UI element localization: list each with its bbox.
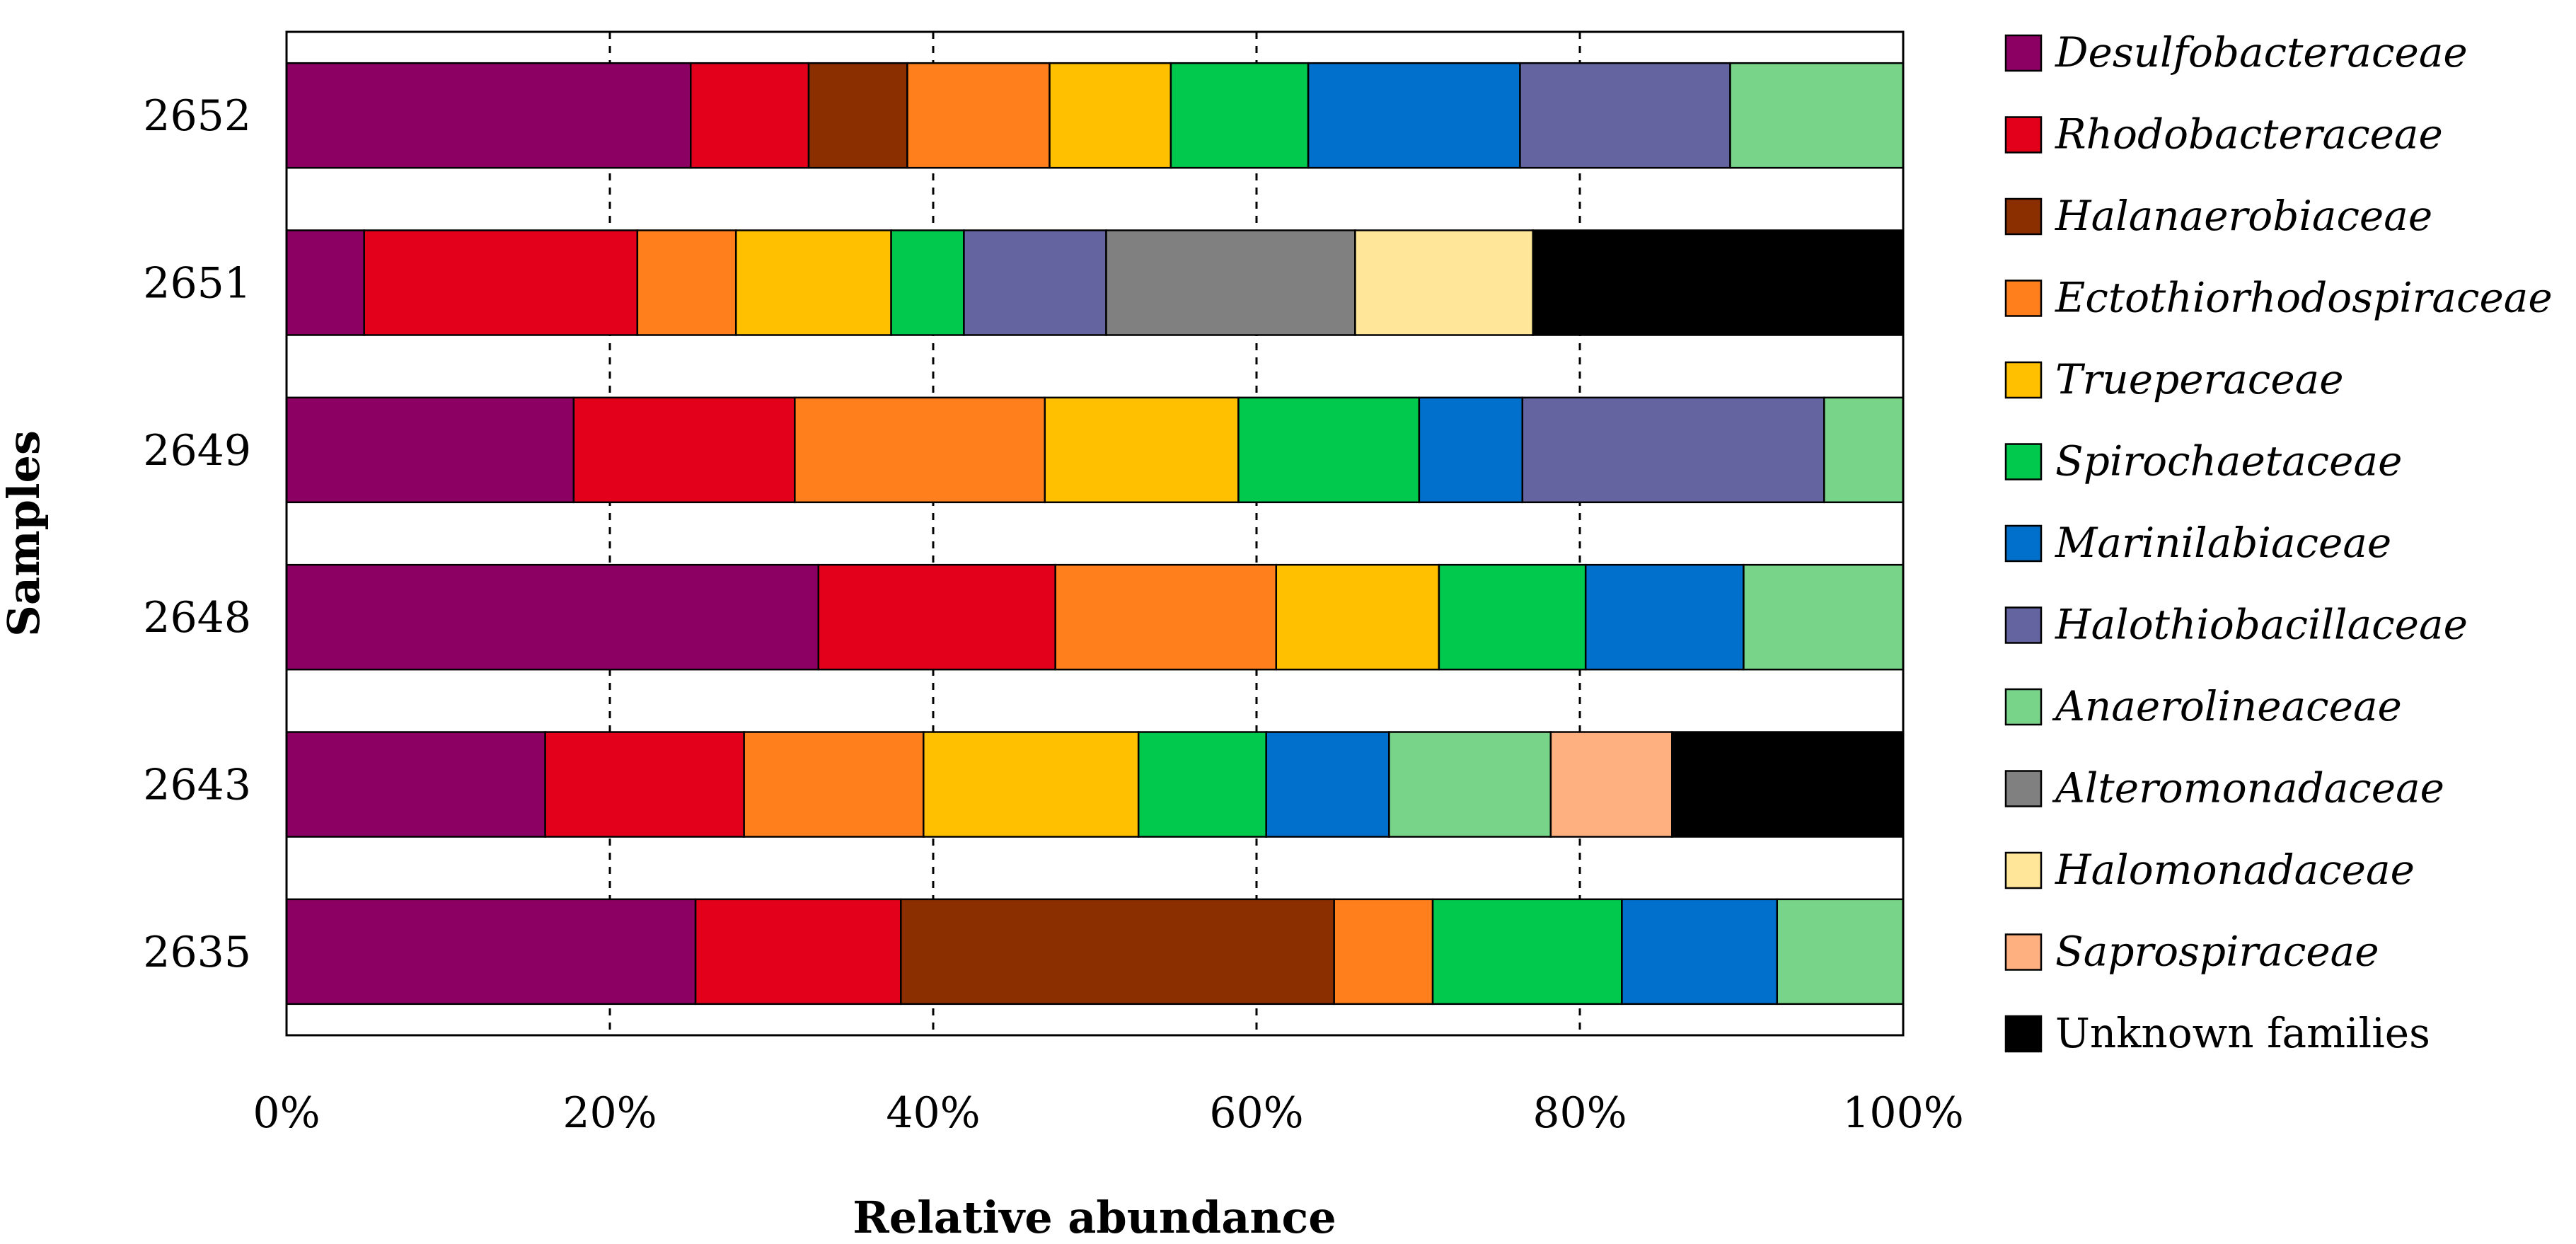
bar-segment-2648-spirochaetaceae bbox=[1438, 563, 1587, 671]
x-tick-labels: 0% 20% 40% 60% 80% 100% bbox=[253, 1088, 1963, 1138]
bar-segment-2649-halothiobacillaceae bbox=[1521, 396, 1825, 504]
bar-segment-2648-trueperaceae bbox=[1275, 563, 1440, 671]
y-tick-labels: 2652 2651 2649 2648 2643 2635 bbox=[143, 91, 251, 977]
x-tick-label: 20% bbox=[562, 1088, 657, 1138]
y-tick-label: 2643 bbox=[143, 761, 251, 810]
bar-segment-2652-marinilabiaceae bbox=[1307, 62, 1521, 169]
bar-segment-2651-alteromonadaceae bbox=[1105, 229, 1356, 336]
bar-segment-2652-ectothiorhodospiraceae bbox=[906, 62, 1051, 169]
bar-segment-2635-ectothiorhodospiraceae bbox=[1333, 898, 1434, 1006]
bar-segment-2649-trueperaceae bbox=[1044, 396, 1240, 504]
bar-segment-2652-desulfobacteraceae bbox=[285, 62, 692, 169]
bar-segment-2635-rhodobacteraceae bbox=[694, 898, 902, 1006]
bar-segment-2651-ectothiorhodospiraceae bbox=[636, 229, 737, 336]
legend-label: Halothiobacillaceae bbox=[2055, 601, 2468, 649]
bar-segment-2635-desulfobacteraceae bbox=[285, 898, 697, 1006]
bar-segment-2649-anaerolineaceae bbox=[1823, 396, 1905, 504]
bar-segment-2652-halothiobacillaceae bbox=[1519, 62, 1731, 169]
bar-segment-2643-spirochaetaceae bbox=[1137, 731, 1267, 838]
bar-segment-2652-trueperaceae bbox=[1049, 62, 1172, 169]
bar-segment-2649-marinilabiaceae bbox=[1418, 396, 1524, 504]
bar-segment-2652-rhodobacteraceae bbox=[690, 62, 810, 169]
bar-segment-2643-anaerolineaceae bbox=[1388, 731, 1552, 838]
bar-segment-2649-rhodobacteraceae bbox=[572, 396, 796, 504]
bar-segment-2649-ectothiorhodospiraceae bbox=[794, 396, 1046, 504]
bar-segment-2648-marinilabiaceae bbox=[1584, 563, 1745, 671]
legend-label: Rhodobacteraceae bbox=[2055, 110, 2443, 159]
bar-segment-2643-unknown-families bbox=[1670, 731, 1905, 838]
bar-segment-2652-anaerolineaceae bbox=[1729, 62, 1905, 169]
bars bbox=[285, 62, 1905, 1006]
legend-swatch bbox=[2004, 34, 2043, 72]
bar-segment-2635-spirochaetaceae bbox=[1431, 898, 1623, 1006]
bar-segment-2643-ectothiorhodospiraceae bbox=[743, 731, 925, 838]
bar-segment-2648-desulfobacteraceae bbox=[285, 563, 820, 671]
bar-segment-2649-spirochaetaceae bbox=[1237, 396, 1421, 504]
x-tick-label: 0% bbox=[253, 1088, 320, 1138]
bar-segment-2648-anaerolineaceae bbox=[1743, 563, 1905, 671]
bar-segment-2651-halomonadaceae bbox=[1354, 229, 1534, 336]
bar-segment-2643-trueperaceae bbox=[923, 731, 1140, 838]
legend-label: Ectothiorhodospiraceae bbox=[2055, 274, 2553, 322]
bar-segment-2651-desulfobacteraceae bbox=[285, 229, 365, 336]
bar-segment-2648-rhodobacteraceae bbox=[817, 563, 1056, 671]
legend-swatch bbox=[2004, 1015, 2043, 1053]
bar-segment-2643-marinilabiaceae bbox=[1265, 731, 1390, 838]
bar-segment-2651-trueperaceae bbox=[734, 229, 892, 336]
y-tick-label: 2651 bbox=[143, 259, 251, 309]
legend-label: Trueperaceae bbox=[2055, 355, 2344, 403]
legend-label: Desulfobacteraceae bbox=[2055, 28, 2468, 76]
y-tick-label: 2635 bbox=[143, 928, 251, 977]
legend-swatch bbox=[2004, 524, 2043, 563]
bar-segment-2652-halanaerobiaceae bbox=[807, 62, 908, 169]
legend-label: Alteromonadaceae bbox=[2052, 764, 2444, 812]
legend-swatch bbox=[2004, 851, 2043, 889]
x-tick-label: 60% bbox=[1209, 1088, 1303, 1138]
bar-segment-2648-ectothiorhodospiraceae bbox=[1054, 563, 1278, 671]
y-tick-label: 2649 bbox=[143, 426, 251, 476]
legend-label: Unknown families bbox=[2055, 1009, 2430, 1057]
bar-segment-2649-desulfobacteraceae bbox=[285, 396, 575, 504]
bar-segment-2643-desulfobacteraceae bbox=[285, 731, 546, 838]
legend-label: Halomonadaceae bbox=[2055, 846, 2415, 894]
legend-swatch bbox=[2004, 197, 2043, 236]
x-axis-title: Relative abundance bbox=[853, 1192, 1336, 1243]
legend-swatch bbox=[2004, 770, 2043, 807]
bar-segment-2635-halanaerobiaceae bbox=[900, 898, 1335, 1006]
bar-segment-2652-spirochaetaceae bbox=[1169, 62, 1310, 169]
x-tick-label: 80% bbox=[1532, 1088, 1627, 1138]
bar-segment-2651-halothiobacillaceae bbox=[963, 229, 1107, 336]
legend-label: Saprospiraceae bbox=[2055, 928, 2379, 976]
legend-label: Marinilabiaceae bbox=[2055, 519, 2391, 567]
gridlines bbox=[608, 32, 1581, 1035]
legend-swatch bbox=[2004, 688, 2043, 726]
legend-swatch bbox=[2004, 361, 2043, 399]
bar-segment-2643-rhodobacteraceae bbox=[544, 731, 745, 838]
legend-swatch bbox=[2004, 280, 2043, 317]
x-tick-label: 100% bbox=[1842, 1088, 1964, 1138]
bar-segment-2643-saprospiraceae bbox=[1549, 731, 1673, 838]
bar-segment-2651-rhodobacteraceae bbox=[363, 229, 639, 336]
legend-swatch bbox=[2004, 116, 2043, 154]
y-tick-label: 2648 bbox=[143, 593, 251, 643]
bar-segment-2651-unknown-families bbox=[1532, 229, 1905, 336]
legend-label: Spirochaetaceae bbox=[2055, 437, 2402, 485]
y-tick-label: 2652 bbox=[143, 91, 251, 141]
legend-swatch bbox=[2004, 606, 2043, 644]
legend-swatch bbox=[2004, 933, 2043, 971]
y-axis-title: Samples bbox=[0, 430, 50, 637]
x-tick-label: 40% bbox=[886, 1088, 980, 1138]
legend-swatch bbox=[2004, 443, 2043, 480]
legend-label: Halanaerobiaceae bbox=[2055, 192, 2432, 240]
legend-label: Anaerolineaceae bbox=[2052, 682, 2402, 730]
bar-segment-2635-marinilabiaceae bbox=[1621, 898, 1779, 1006]
bar-segment-2651-spirochaetaceae bbox=[890, 229, 965, 336]
plot-frame bbox=[285, 30, 1905, 1037]
legend: Desulfobacteraceae Rhodobacteraceae Halana… bbox=[2004, 28, 2553, 1057]
bar-segment-2635-anaerolineaceae bbox=[1776, 898, 1905, 1006]
